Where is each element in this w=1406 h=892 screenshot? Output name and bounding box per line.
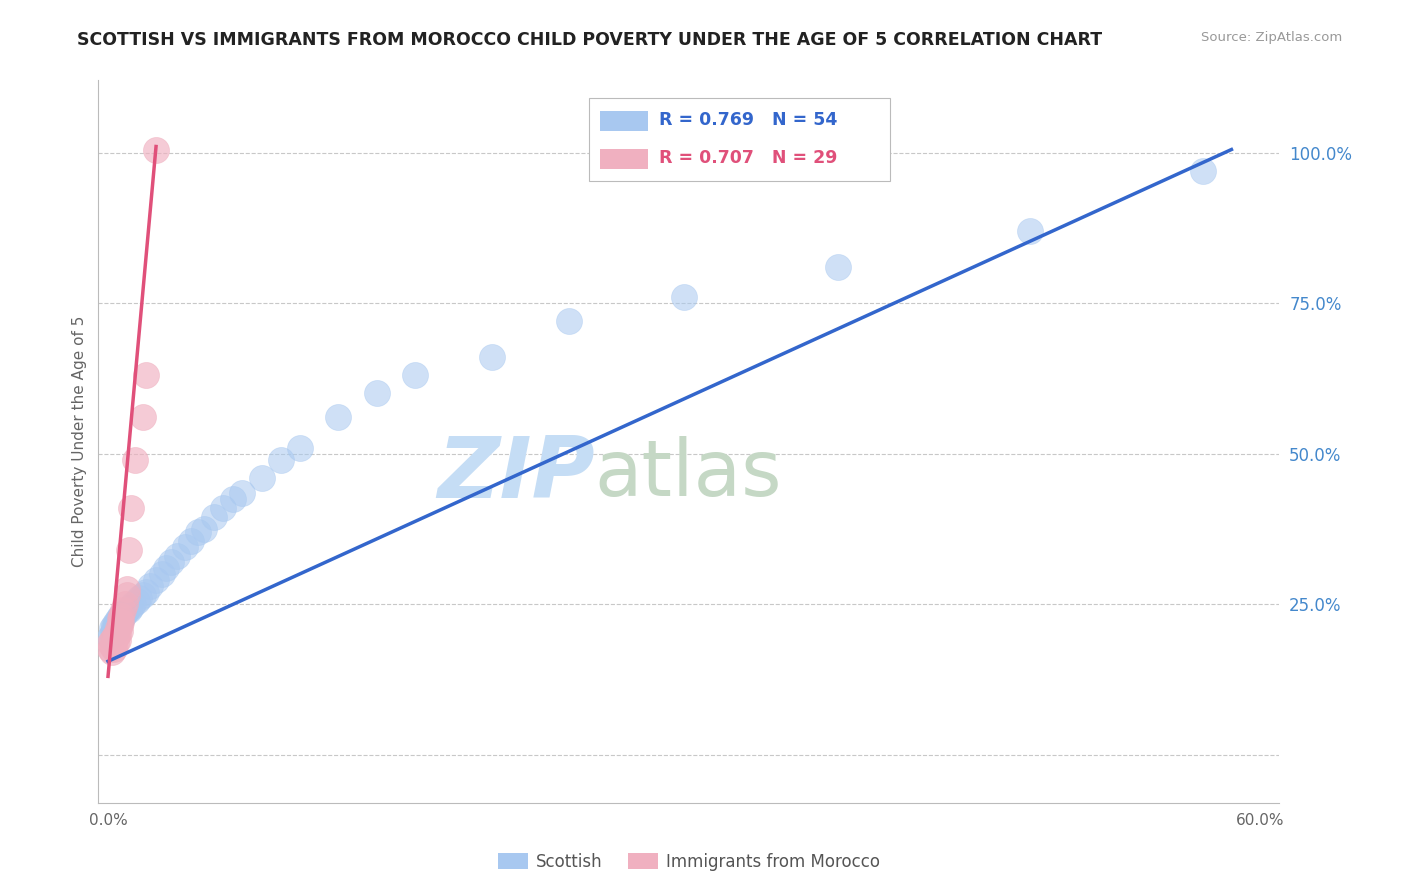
Point [135, 585, 157, 599]
Point [139, 579, 162, 593]
Point [103, 636, 125, 650]
Point [107, 618, 129, 632]
Point [98, 636, 121, 650]
Point [110, 612, 132, 626]
Point [110, 609, 132, 624]
Point [180, 533, 202, 548]
Point [150, 567, 173, 582]
Point [122, 597, 145, 611]
Point [110, 615, 132, 630]
Point [173, 540, 195, 554]
Point [101, 627, 124, 641]
Point [104, 615, 127, 630]
Point [270, 452, 292, 467]
Point [145, 573, 167, 587]
Point [115, 582, 138, 596]
Point [128, 591, 150, 606]
Point [124, 452, 146, 467]
Point [107, 627, 129, 641]
Point [118, 603, 141, 617]
Point [558, 314, 581, 328]
Point [114, 597, 136, 611]
Point [115, 603, 138, 617]
Point [187, 524, 209, 539]
Point [104, 627, 127, 641]
Point [103, 618, 125, 632]
Point [98, 642, 121, 657]
Point [101, 621, 124, 635]
Point [103, 630, 125, 644]
Point [202, 509, 225, 524]
Point [120, 500, 142, 515]
Point [108, 609, 131, 624]
Point [104, 618, 127, 632]
Text: ZIP: ZIP [437, 433, 595, 516]
Point [212, 500, 235, 515]
Point [108, 612, 131, 626]
Point [328, 410, 350, 425]
Point [108, 612, 131, 626]
Point [222, 491, 245, 506]
Legend: Scottish, Immigrants from Morocco: Scottish, Immigrants from Morocco [491, 847, 887, 878]
FancyBboxPatch shape [589, 98, 890, 181]
Point [1191, 163, 1213, 178]
Y-axis label: Child Poverty Under the Age of 5: Child Poverty Under the Age of 5 [72, 316, 87, 567]
Point [120, 600, 142, 615]
Text: Source: ZipAtlas.com: Source: ZipAtlas.com [1202, 31, 1343, 45]
Point [135, 368, 157, 383]
Point [108, 615, 131, 630]
Point [107, 621, 129, 635]
Point [231, 485, 253, 500]
Text: R = 0.769   N = 54: R = 0.769 N = 54 [659, 111, 838, 129]
Point [131, 588, 153, 602]
Point [110, 609, 132, 624]
Point [404, 368, 426, 383]
Point [193, 522, 215, 536]
FancyBboxPatch shape [600, 149, 648, 169]
Text: atlas: atlas [595, 436, 782, 512]
Point [112, 606, 135, 620]
Point [98, 630, 121, 644]
Point [114, 606, 136, 620]
FancyBboxPatch shape [600, 111, 648, 131]
Point [101, 633, 124, 648]
Point [104, 636, 127, 650]
Point [112, 609, 135, 624]
Point [288, 441, 311, 455]
Point [366, 386, 388, 401]
Point [166, 549, 188, 563]
Point [108, 618, 131, 632]
Point [1018, 224, 1040, 238]
Point [131, 410, 153, 425]
Point [101, 639, 124, 653]
Point [107, 615, 129, 630]
Text: SCOTTISH VS IMMIGRANTS FROM MOROCCO CHILD POVERTY UNDER THE AGE OF 5 CORRELATION: SCOTTISH VS IMMIGRANTS FROM MOROCCO CHIL… [77, 31, 1102, 49]
Point [107, 633, 129, 648]
Point [103, 642, 125, 657]
Text: R = 0.707   N = 29: R = 0.707 N = 29 [659, 149, 838, 168]
Point [160, 555, 183, 569]
Point [108, 624, 131, 639]
Point [250, 471, 273, 485]
Point [481, 350, 503, 364]
Point [101, 645, 124, 659]
Point [115, 588, 138, 602]
Point [125, 594, 148, 608]
Point [827, 260, 849, 274]
Point [104, 624, 127, 639]
Point [112, 603, 135, 617]
Point [107, 612, 129, 626]
Point [155, 561, 177, 575]
Point [118, 542, 141, 557]
Point [145, 143, 167, 157]
Point [104, 630, 127, 644]
Point [673, 290, 696, 304]
Point [103, 627, 125, 641]
Point [103, 621, 125, 635]
